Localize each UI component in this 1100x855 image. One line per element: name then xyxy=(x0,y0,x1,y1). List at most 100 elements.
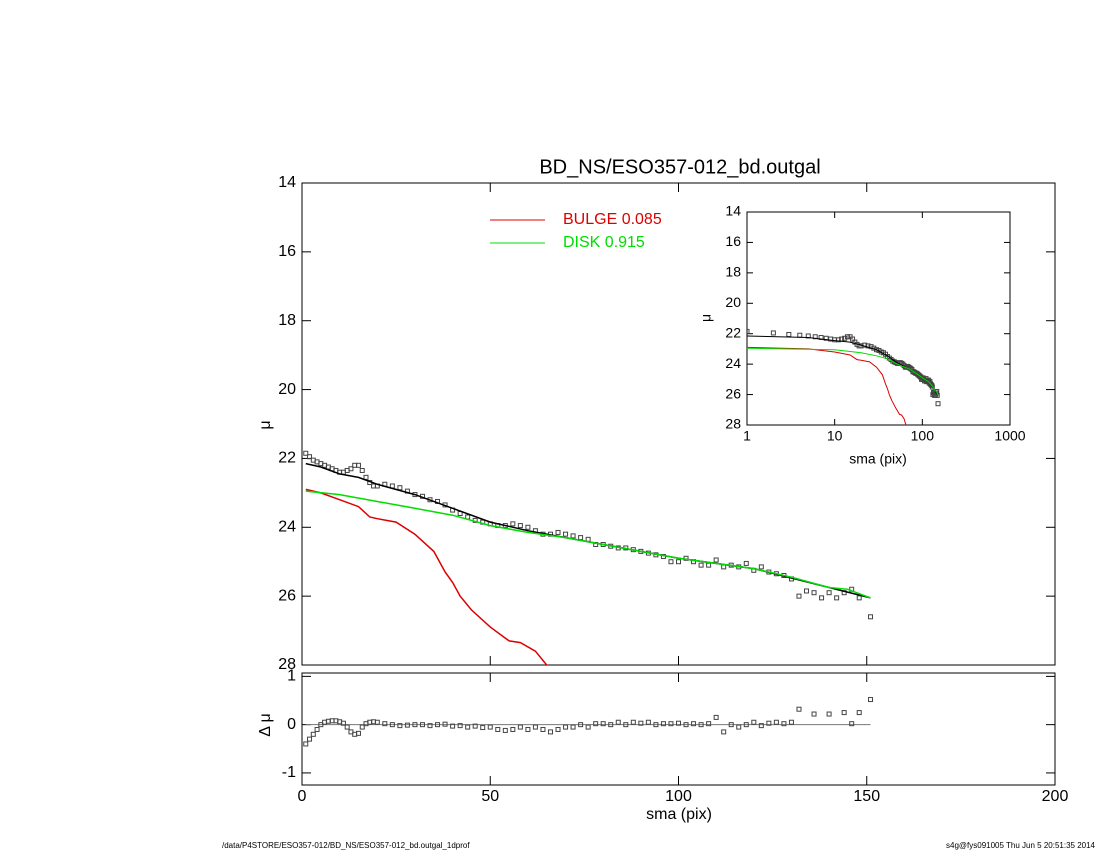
legend-label: BULGE 0.085 xyxy=(563,211,662,228)
data-point xyxy=(585,724,591,730)
y-tick-label: 18 xyxy=(278,312,296,329)
data-point xyxy=(525,524,531,530)
data-point xyxy=(668,559,674,565)
data-point xyxy=(307,454,313,460)
series xyxy=(747,346,907,425)
y-tick-label: 16 xyxy=(278,243,296,260)
y-tick-label: 20 xyxy=(278,381,296,398)
data-point xyxy=(382,721,388,727)
data-point xyxy=(721,564,727,570)
data-point xyxy=(691,721,697,727)
y-tick-label: 14 xyxy=(725,203,741,219)
data-point xyxy=(796,593,802,599)
y-tick-label: 1 xyxy=(287,668,296,685)
x-tick-label: 200 xyxy=(1042,788,1069,805)
series xyxy=(747,347,939,396)
y-tick-label: 0 xyxy=(287,716,296,733)
y-tick-label: 16 xyxy=(725,233,741,249)
data-point xyxy=(465,724,471,730)
data-point xyxy=(555,529,561,535)
data-point xyxy=(721,729,727,735)
data-point xyxy=(344,724,350,730)
data-point xyxy=(706,721,712,727)
x-tick-label: 1 xyxy=(743,428,751,444)
x-tick-label: 1000 xyxy=(994,428,1025,444)
data-point xyxy=(929,384,935,390)
data-point xyxy=(818,335,824,341)
y-tick-label: 22 xyxy=(278,450,296,467)
data-point xyxy=(743,722,749,728)
series xyxy=(305,490,871,599)
data-point xyxy=(480,725,486,731)
line xyxy=(747,346,907,425)
x-tick-label: 10 xyxy=(827,428,843,444)
data-point xyxy=(510,521,516,527)
data-point xyxy=(472,723,478,729)
data-point xyxy=(683,722,689,728)
data-point xyxy=(698,722,704,728)
data-point xyxy=(570,724,576,730)
data-point xyxy=(340,720,346,726)
data-point xyxy=(713,714,719,720)
data-point xyxy=(487,724,493,730)
data-point xyxy=(359,724,365,730)
data-point xyxy=(773,719,779,725)
data-point xyxy=(660,721,666,727)
inset-y-label: μ xyxy=(698,314,714,322)
data-point xyxy=(563,531,569,537)
data-point xyxy=(811,590,817,596)
data-point xyxy=(758,564,764,570)
data-point xyxy=(355,730,361,736)
data-point xyxy=(419,722,425,728)
data-point xyxy=(683,555,689,561)
data-point xyxy=(555,726,561,732)
y-tick-label: 28 xyxy=(725,416,741,432)
data-point xyxy=(736,724,742,730)
data-point xyxy=(645,719,651,725)
data-point xyxy=(623,722,629,728)
data-point xyxy=(743,560,749,566)
data-point xyxy=(303,741,309,747)
y-label: μ xyxy=(257,420,274,429)
data-point xyxy=(355,462,361,468)
x-tick-label: 100 xyxy=(665,788,692,805)
data-point xyxy=(348,466,354,472)
data-point xyxy=(849,721,855,727)
data-point xyxy=(303,450,309,456)
x-tick-label: 100 xyxy=(911,428,935,444)
y-tick-label: 14 xyxy=(278,174,296,191)
data-point xyxy=(653,722,659,728)
data-point xyxy=(786,331,792,337)
y-tick-label: 26 xyxy=(725,385,741,401)
data-point xyxy=(638,720,644,726)
y-tick-label: 20 xyxy=(725,294,741,310)
y-tick-label: 26 xyxy=(278,587,296,604)
data-point xyxy=(397,723,403,729)
data-point xyxy=(495,726,501,732)
data-point xyxy=(668,721,674,727)
data-point xyxy=(844,334,850,340)
y-tick-label: 18 xyxy=(725,264,741,280)
line xyxy=(305,488,548,665)
data-point xyxy=(578,722,584,728)
data-point xyxy=(404,722,410,728)
data-point xyxy=(865,343,871,349)
data-point xyxy=(615,719,621,725)
data-point xyxy=(517,724,523,730)
data-point xyxy=(397,485,403,491)
data-point xyxy=(363,474,369,480)
data-point xyxy=(427,723,433,729)
data-point xyxy=(310,731,316,737)
data-point xyxy=(435,722,441,728)
data-point xyxy=(770,330,776,336)
series xyxy=(305,488,548,665)
data-point xyxy=(713,557,719,563)
footer-right: s4g@fys091005 Thu Jun 5 20:51:35 2014 xyxy=(946,841,1096,850)
data-point xyxy=(747,328,750,334)
data-point xyxy=(698,562,704,568)
data-point xyxy=(796,706,802,712)
data-point xyxy=(412,722,418,728)
data-point xyxy=(389,722,395,728)
data-point xyxy=(834,595,840,601)
series xyxy=(303,450,874,620)
